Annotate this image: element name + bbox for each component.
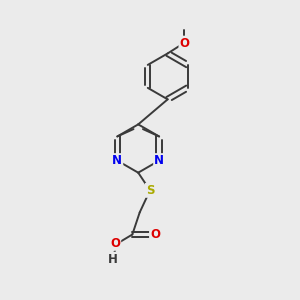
Text: S: S	[146, 184, 154, 197]
Text: H: H	[108, 253, 118, 266]
Text: O: O	[110, 237, 120, 250]
Text: N: N	[112, 154, 122, 167]
Text: O: O	[150, 228, 160, 241]
Text: N: N	[154, 154, 164, 167]
Text: O: O	[179, 37, 190, 50]
